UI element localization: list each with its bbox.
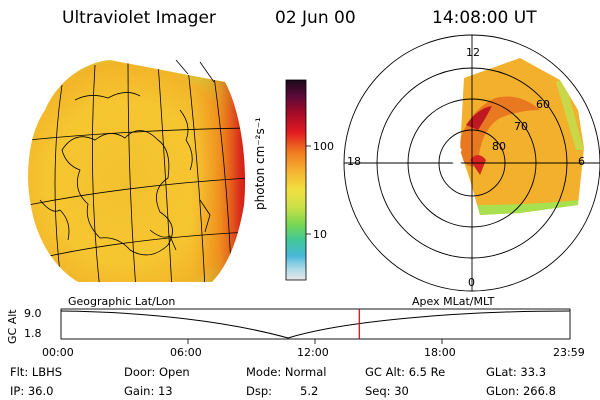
- info-gain: Gain: 13: [124, 384, 173, 398]
- time-tick-2359: 23:59: [553, 346, 585, 359]
- mlt-label-0: 0: [468, 276, 475, 289]
- colorbar-tick-100: 100: [313, 140, 334, 153]
- info-glat: GLat: 33.3: [486, 365, 547, 379]
- mlt-label-12: 12: [466, 46, 480, 59]
- info-seq: Seq: 30: [365, 384, 409, 398]
- time-tick-1200: 12:00: [297, 346, 329, 359]
- time-tick-0000: 00:00: [42, 346, 74, 359]
- time-tick-1800: 18:00: [424, 346, 456, 359]
- info-ip: IP: 36.0: [10, 384, 54, 398]
- alt-tick-1-8: 1.8: [24, 327, 42, 340]
- altitude-plot: [60, 308, 571, 344]
- colorbar: [285, 79, 311, 281]
- info-dsp-label: Dsp:: [246, 384, 273, 398]
- info-mode: Mode: Normal: [246, 365, 327, 379]
- info-gc-alt: GC Alt: 6.5 Re: [365, 365, 446, 379]
- mlt-label-6: 6: [578, 155, 585, 168]
- time-label: 14:08:00 UT: [432, 8, 537, 28]
- polar-plot: [343, 34, 600, 292]
- app-title: Ultraviolet Imager: [62, 8, 216, 28]
- info-dsp-value: 5.2: [300, 384, 319, 398]
- gc-alt-axis-title: GC Alt: [6, 309, 19, 344]
- info-door: Door: Open: [124, 365, 190, 379]
- date-label: 02 Jun 00: [275, 8, 356, 28]
- mlt-label-18: 18: [347, 155, 361, 168]
- mlat-label-60: 60: [536, 98, 550, 111]
- apex-label: Apex MLat/MLT: [412, 295, 495, 308]
- globe-image: [28, 59, 246, 282]
- colorbar-tick-10: 10: [313, 228, 327, 241]
- geographic-label: Geographic Lat/Lon: [68, 295, 176, 308]
- alt-tick-9: 9.0: [24, 307, 42, 320]
- info-glon: GLon: 266.8: [486, 384, 556, 398]
- time-tick-0600: 06:00: [170, 346, 202, 359]
- mlat-label-70: 70: [514, 120, 528, 133]
- mlat-label-80: 80: [492, 140, 506, 153]
- info-flt: Flt: LBHS: [10, 365, 63, 379]
- colorbar-unit-label: photon cm⁻²s⁻¹: [253, 117, 267, 210]
